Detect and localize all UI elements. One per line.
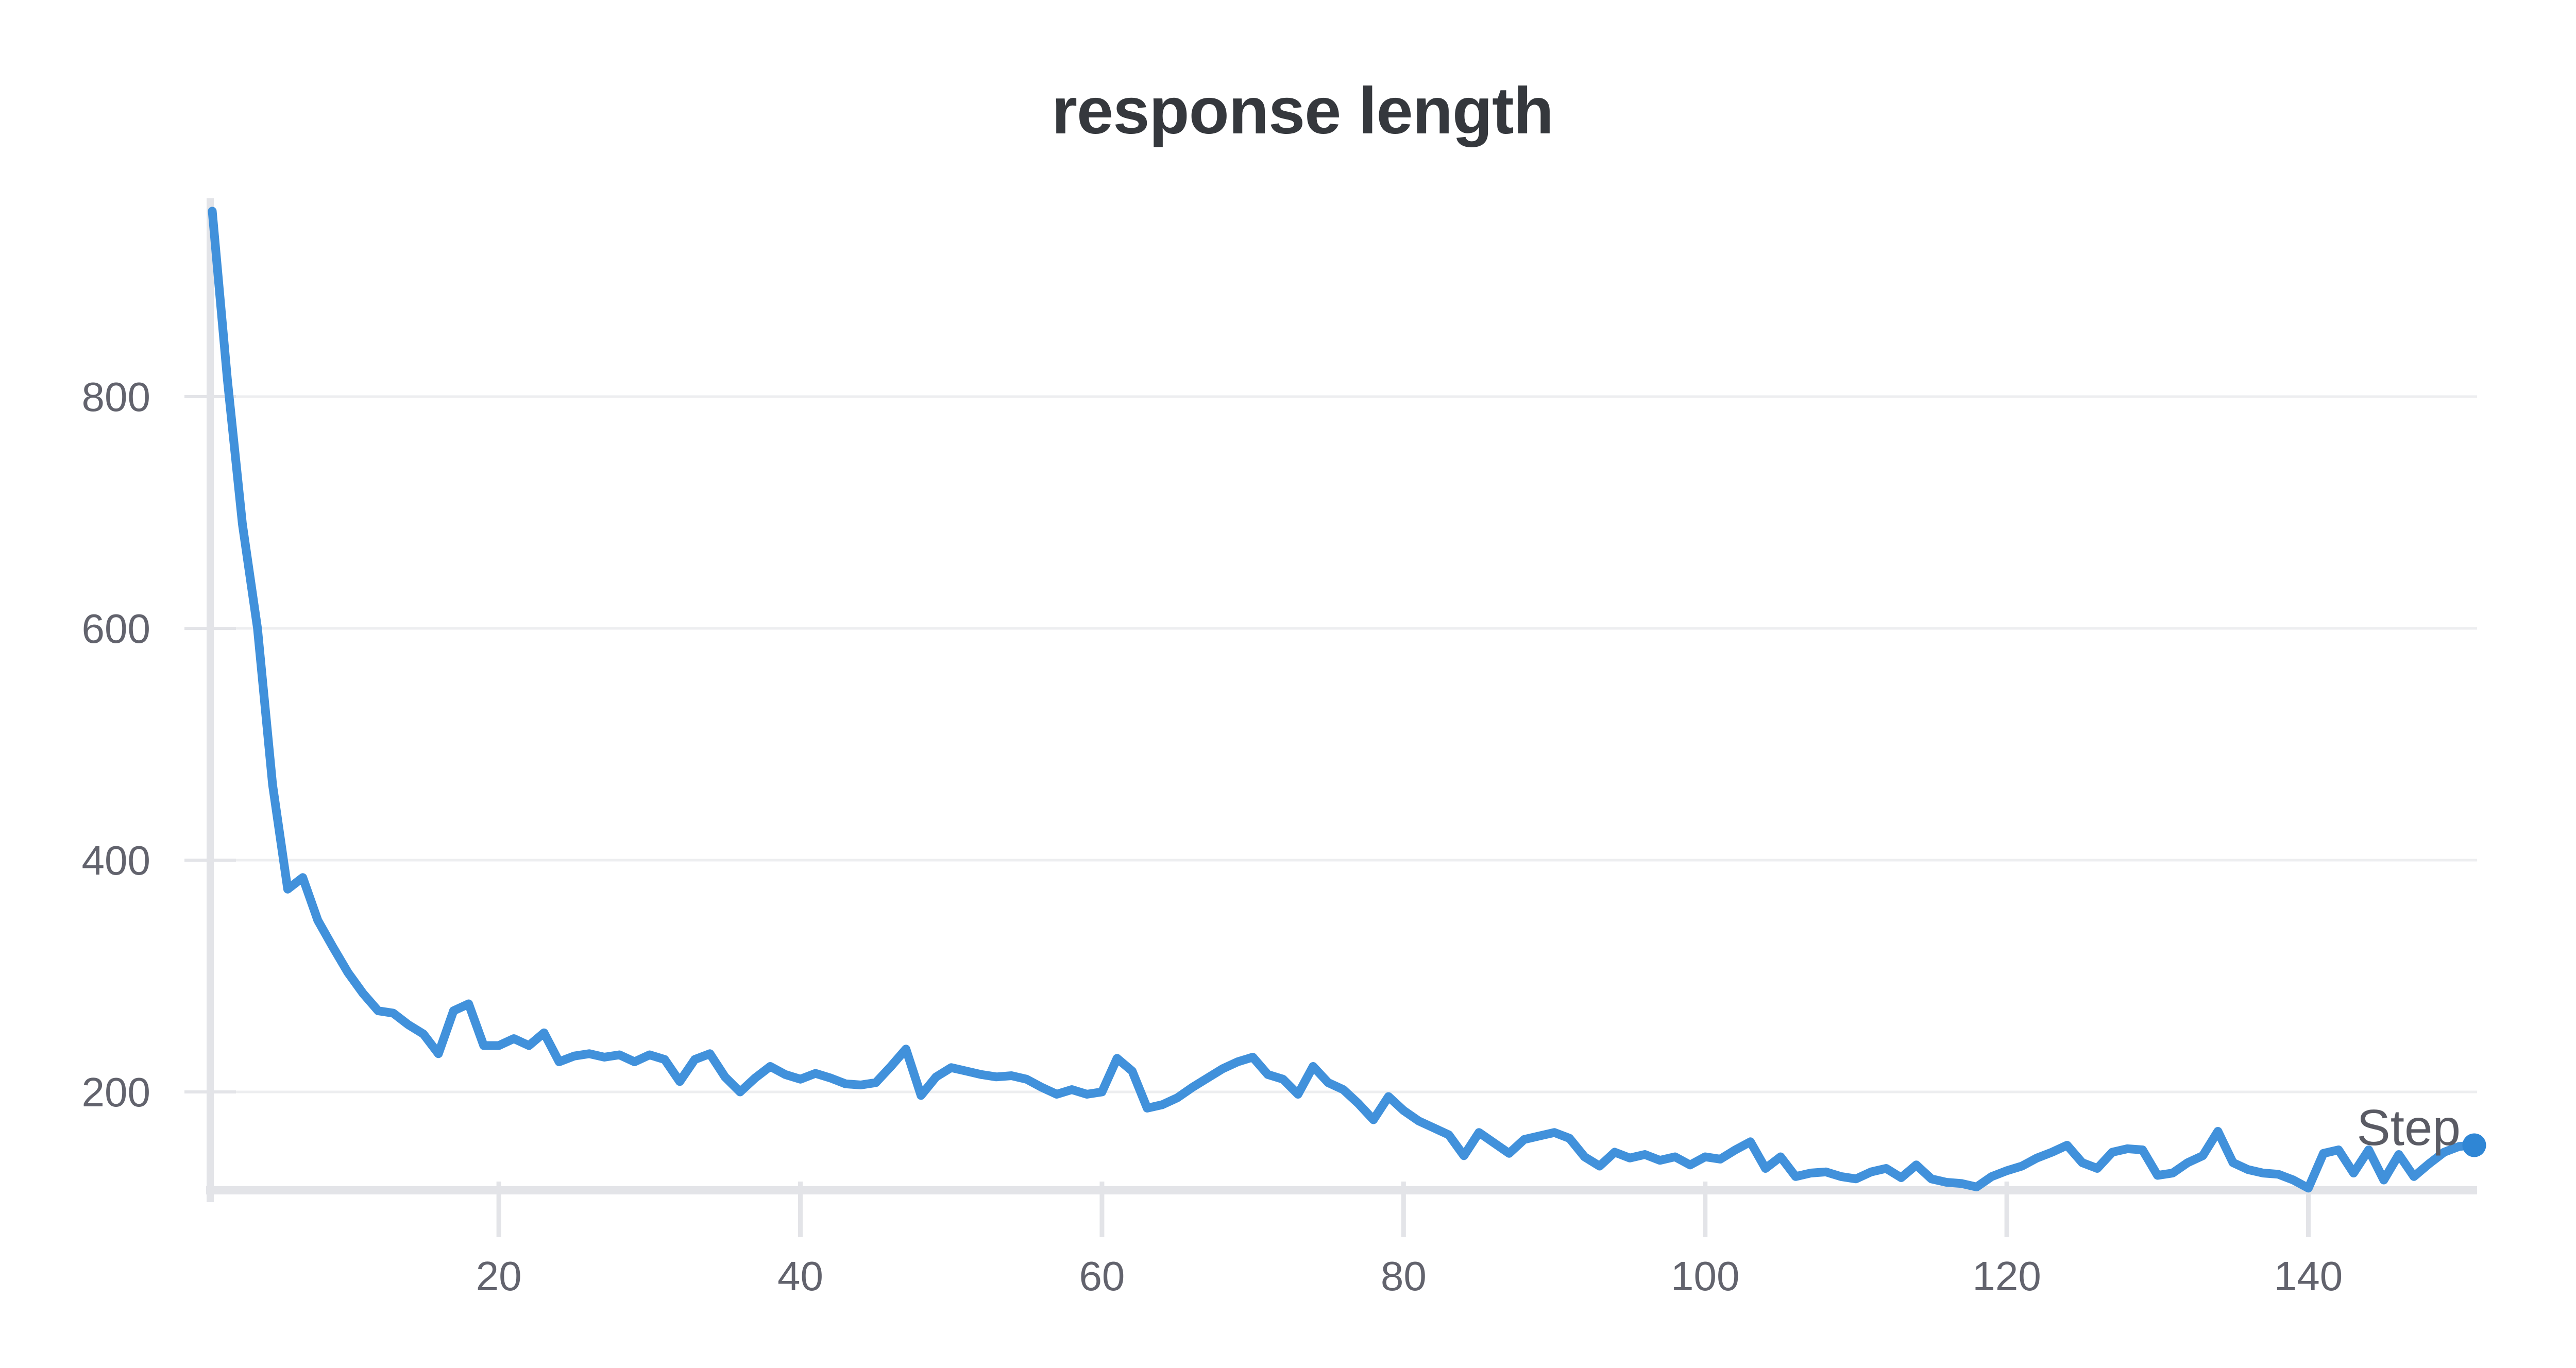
x-tick-label-120: 120 [1972,1253,2041,1299]
y-tick-label-400: 400 [82,837,150,883]
x-tick-label-20: 20 [476,1253,522,1299]
y-tick-label-200: 200 [82,1069,150,1115]
x-tick-label-80: 80 [1381,1253,1427,1299]
x-tick-label-40: 40 [777,1253,823,1299]
series-line [208,207,2479,1193]
last-point-marker[interactable] [2462,1133,2486,1157]
x-tick-label-140: 140 [2274,1253,2343,1299]
y-tick-label-800: 800 [82,374,150,420]
x-axis-title: Step [2357,1099,2461,1156]
y-tick-label-600: 600 [82,606,150,652]
x-tick-label-100: 100 [1671,1253,1739,1299]
chart-title: response length [1052,74,1554,148]
x-tick-label-60: 60 [1079,1253,1125,1299]
